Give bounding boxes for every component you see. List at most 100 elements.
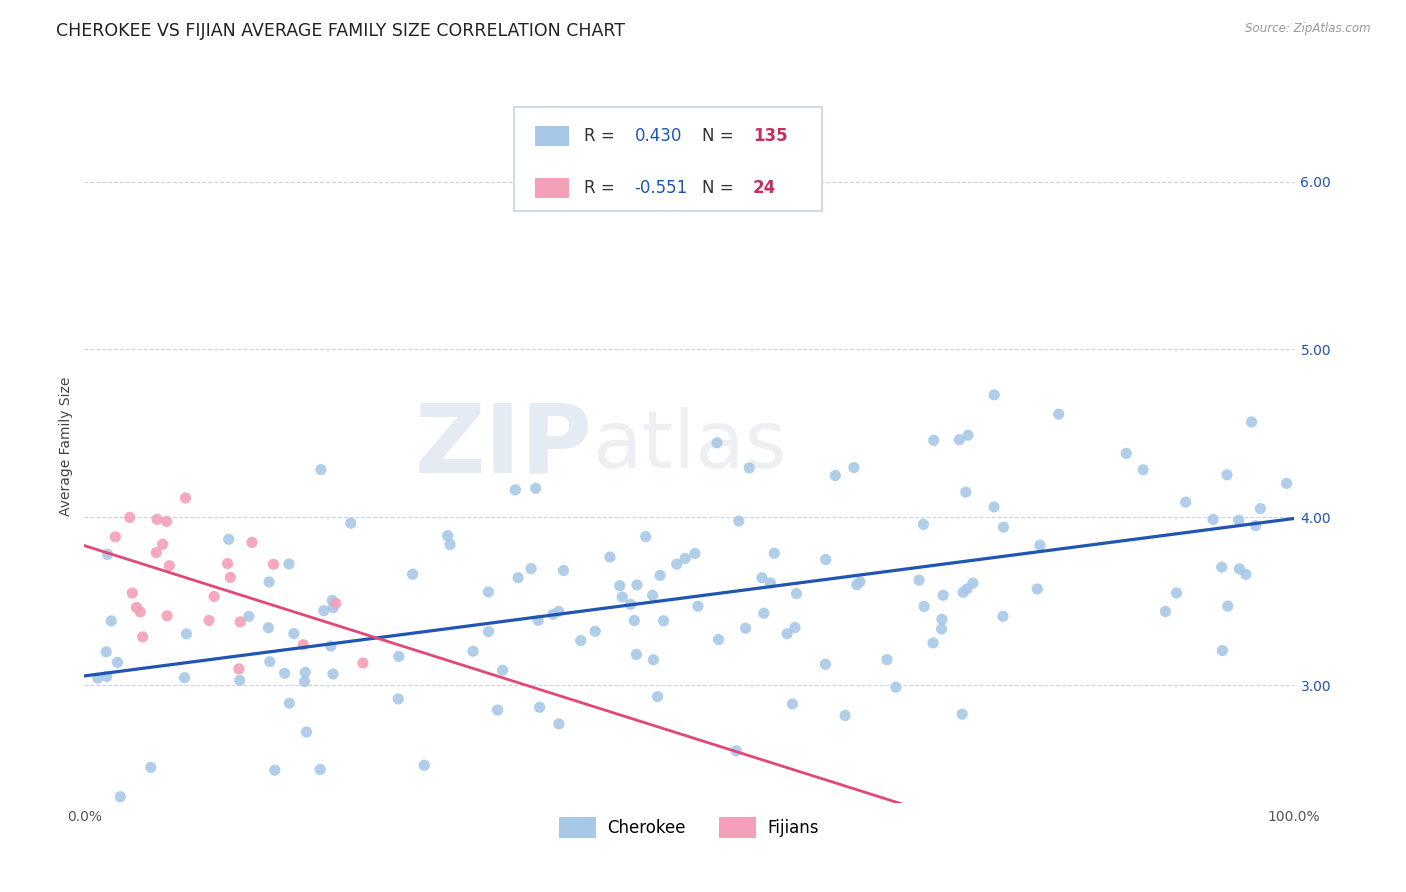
Point bbox=[139, 760, 162, 774]
Point bbox=[152, 537, 174, 551]
Point bbox=[156, 514, 179, 528]
Point bbox=[486, 703, 509, 717]
Point bbox=[626, 578, 648, 592]
Point bbox=[734, 621, 756, 635]
Point bbox=[96, 645, 118, 659]
Point bbox=[219, 570, 242, 584]
Point bbox=[294, 665, 316, 680]
Point bbox=[1211, 643, 1233, 657]
Text: 0.430: 0.430 bbox=[634, 127, 682, 145]
Point bbox=[401, 567, 423, 582]
Point bbox=[292, 638, 315, 652]
Point bbox=[87, 671, 110, 685]
Y-axis label: Average Family Size: Average Family Size bbox=[59, 376, 73, 516]
Point bbox=[278, 696, 301, 710]
Point bbox=[952, 585, 974, 599]
Point bbox=[319, 639, 342, 653]
Point bbox=[776, 626, 799, 640]
Text: R =: R = bbox=[583, 127, 620, 145]
Point bbox=[439, 537, 461, 551]
Point bbox=[752, 607, 775, 621]
Point bbox=[388, 649, 411, 664]
Point bbox=[1275, 476, 1298, 491]
Point bbox=[1234, 567, 1257, 582]
Point bbox=[912, 517, 935, 532]
Point bbox=[665, 557, 688, 571]
Text: R =: R = bbox=[583, 178, 620, 197]
Point bbox=[759, 576, 782, 591]
Point bbox=[1227, 513, 1250, 527]
Point bbox=[322, 667, 344, 681]
Point bbox=[228, 673, 250, 688]
Text: atlas: atlas bbox=[592, 407, 786, 485]
Point bbox=[477, 585, 499, 599]
Point bbox=[569, 633, 592, 648]
Point bbox=[553, 564, 575, 578]
Point bbox=[198, 614, 221, 628]
Point bbox=[686, 599, 709, 614]
Point bbox=[527, 614, 550, 628]
Point bbox=[955, 485, 977, 500]
Point bbox=[884, 680, 907, 694]
Point bbox=[259, 655, 281, 669]
Point bbox=[228, 662, 250, 676]
Point bbox=[257, 621, 280, 635]
Text: 135: 135 bbox=[754, 127, 787, 145]
Point bbox=[1211, 560, 1233, 574]
Point bbox=[547, 716, 569, 731]
Point bbox=[156, 608, 179, 623]
Text: -0.551: -0.551 bbox=[634, 178, 688, 197]
Point bbox=[783, 620, 806, 634]
Text: N =: N = bbox=[702, 178, 740, 197]
Point bbox=[541, 607, 564, 622]
Point bbox=[948, 433, 970, 447]
Point bbox=[477, 624, 499, 639]
Point bbox=[146, 512, 169, 526]
Point bbox=[763, 546, 786, 560]
Point bbox=[157, 558, 180, 573]
Point bbox=[814, 657, 837, 672]
Point bbox=[612, 590, 634, 604]
Text: Source: ZipAtlas.com: Source: ZipAtlas.com bbox=[1246, 22, 1371, 36]
Point bbox=[436, 529, 458, 543]
Point bbox=[1216, 599, 1239, 613]
Point bbox=[824, 468, 846, 483]
Point bbox=[647, 690, 669, 704]
Point bbox=[931, 622, 953, 636]
Point bbox=[1240, 415, 1263, 429]
Point bbox=[125, 600, 148, 615]
Text: CHEROKEE VS FIJIAN AVERAGE FAMILY SIZE CORRELATION CHART: CHEROKEE VS FIJIAN AVERAGE FAMILY SIZE C… bbox=[56, 22, 626, 40]
Point bbox=[1174, 495, 1197, 509]
Point bbox=[849, 574, 872, 589]
Text: ZIP: ZIP bbox=[415, 400, 592, 492]
Point bbox=[993, 520, 1015, 534]
Point bbox=[912, 599, 935, 614]
FancyBboxPatch shape bbox=[536, 126, 569, 146]
Point bbox=[609, 579, 631, 593]
Point bbox=[173, 671, 195, 685]
Point bbox=[908, 573, 931, 587]
Point bbox=[461, 644, 484, 658]
Point bbox=[641, 588, 664, 602]
Point bbox=[950, 707, 973, 722]
Point bbox=[1047, 407, 1070, 421]
Point bbox=[100, 614, 122, 628]
Point bbox=[922, 636, 945, 650]
Point bbox=[352, 656, 374, 670]
Point bbox=[110, 789, 132, 804]
Point bbox=[956, 582, 979, 596]
Point bbox=[322, 600, 344, 615]
Point bbox=[619, 598, 641, 612]
Point bbox=[1029, 538, 1052, 552]
Point bbox=[683, 546, 706, 560]
Point bbox=[1202, 512, 1225, 526]
Point bbox=[738, 461, 761, 475]
FancyBboxPatch shape bbox=[536, 178, 569, 198]
Point bbox=[508, 571, 530, 585]
Point bbox=[262, 558, 284, 572]
Point bbox=[583, 624, 606, 639]
Point bbox=[1026, 582, 1049, 596]
Point bbox=[814, 552, 837, 566]
Point bbox=[1244, 518, 1267, 533]
Point bbox=[876, 652, 898, 666]
